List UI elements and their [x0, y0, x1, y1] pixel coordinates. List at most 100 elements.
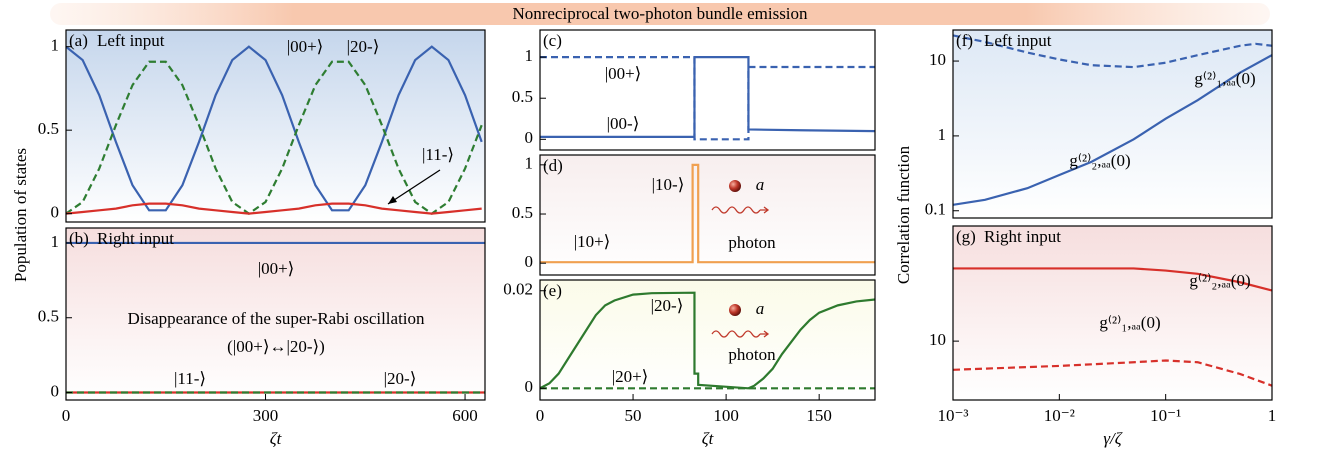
y-tick-label: 0 — [51, 381, 60, 400]
x-axis-label: ζt — [702, 429, 715, 448]
y-tick-label: 1 — [51, 36, 60, 55]
series-line — [66, 60, 483, 215]
panel-label: (b) — [69, 229, 89, 248]
x-tick-label: 100 — [713, 406, 739, 425]
title-banner — [50, 3, 1270, 25]
y-tick-label: 0 — [525, 377, 534, 396]
series-line — [540, 291, 875, 390]
annotation: |00-⟩ — [607, 114, 640, 133]
panel-frame — [539, 279, 876, 401]
plot-area — [540, 163, 875, 264]
panel-label: (g) — [956, 227, 976, 246]
panel-label: (a) — [69, 31, 88, 50]
y-tick-label: 1 — [51, 232, 60, 251]
annotation: |11-⟩ — [174, 369, 206, 388]
annotation: a — [756, 299, 765, 318]
panel-title: Right input — [984, 227, 1061, 246]
plot-area — [953, 267, 1272, 387]
annotation: |00+⟩ — [287, 37, 324, 56]
x-tick-label: 10⁻¹ — [1150, 406, 1181, 425]
y-tick-label: 0.02 — [503, 280, 533, 299]
panel: 0 0.5 1 (d) |10-⟩ |10+⟩ a photon — [512, 154, 876, 276]
panel-title: Left input — [984, 31, 1052, 50]
y-tick-label: 0.5 — [512, 203, 533, 222]
panel-frame — [539, 154, 876, 276]
photon-arrow — [760, 206, 770, 214]
y-tick-label: 0 — [525, 252, 534, 271]
annotation: (|00+⟩↔|20-⟩) — [227, 337, 325, 356]
series-line — [953, 267, 1272, 292]
panel: 0 0.5 1 (a) Left input Population of states |0… — [11, 29, 486, 282]
x-tick-label: 600 — [452, 406, 478, 425]
plot-area — [540, 56, 875, 141]
y-tick-label: 1 — [525, 154, 534, 173]
series-line — [953, 34, 1272, 69]
annotation: Disappearance of the super-Rabi oscillat… — [127, 309, 425, 328]
panel: 0 0.02 0 50 100 150 (e) ζt |20-⟩ |20+⟩ a photon — [503, 279, 876, 448]
panel-background — [540, 155, 875, 275]
x-tick-label: 10⁻³ — [937, 406, 968, 425]
x-tick-label: 0 — [62, 406, 71, 425]
y-tick-label: 10 — [929, 50, 946, 69]
annotation: |20-⟩ — [651, 296, 684, 315]
y-tick-label: 10 — [929, 330, 946, 349]
panel-frame — [952, 225, 1273, 401]
annotation: |00+⟩ — [258, 259, 295, 278]
panel-label: (c) — [543, 31, 562, 50]
y-tick-label: 0 — [525, 128, 534, 147]
annotation: |20+⟩ — [612, 367, 649, 386]
series-line — [66, 45, 483, 212]
annotation: photon — [728, 233, 776, 252]
x-tick-label: 150 — [806, 406, 832, 425]
plot-area — [953, 34, 1272, 206]
plot-area — [66, 241, 485, 394]
annotation: g⁽²⁾₁,ₐₐ(0) — [1194, 69, 1255, 88]
annotation: |10+⟩ — [574, 232, 611, 251]
annotation: a — [756, 175, 765, 194]
x-axis-label: γ/ζ — [1103, 429, 1122, 448]
arrow-head — [388, 196, 397, 204]
arrow — [387, 169, 441, 205]
panel-frame — [539, 29, 876, 151]
panel-frame — [65, 227, 486, 401]
y-tick-label: 0 — [51, 203, 60, 222]
annotation: g⁽²⁾₁,ₐₐ(0) — [1099, 313, 1160, 332]
annotation: g⁽²⁾₂,ₐₐ(0) — [1189, 271, 1250, 290]
figure-title: Nonreciprocal two-photon bundle emission — [512, 4, 808, 23]
annotation: |20-⟩ — [384, 369, 417, 388]
panel-background — [540, 280, 875, 400]
panel-label: (d) — [543, 156, 563, 175]
series-line — [66, 202, 482, 215]
panel: 10 10⁻³ 10⁻² 10⁻¹ 1 (g) Right input γ/ζ g⁽²⁾₂,ₐₐ… — [929, 225, 1276, 448]
plot-area — [540, 291, 875, 390]
panel-label: (f) — [956, 31, 973, 50]
y-tick-label: 1 — [525, 46, 534, 65]
panels: 0 0.5 1 (a) Left input Population of states |0… — [11, 29, 1276, 448]
panel-background — [66, 30, 485, 222]
photon-wave — [711, 330, 761, 338]
panel-background — [66, 228, 485, 400]
panel-label: (e) — [543, 281, 562, 300]
photon-icon — [729, 304, 741, 316]
photon-wave — [711, 206, 761, 214]
x-tick-label: 300 — [253, 406, 279, 425]
panel: 0.1 1 10 (f) Left input Correlation function g… — [894, 29, 1273, 284]
panel-background — [953, 30, 1272, 218]
annotation: |20-⟩ — [347, 37, 380, 56]
y-axis-label: Population of states — [11, 148, 30, 282]
y-tick-label: 0.1 — [925, 200, 946, 219]
panel-background — [540, 30, 875, 150]
y-tick-label: 1 — [938, 125, 947, 144]
panel: 0 0.5 1 0 300 600 (b) Right input ζt |00+⟩ Disappe… — [38, 227, 486, 448]
annotation: g⁽²⁾₂,ₐₐ(0) — [1069, 151, 1130, 170]
x-tick-label: 0 — [536, 406, 545, 425]
y-tick-label: 0.5 — [38, 307, 59, 326]
annotation: |00+⟩ — [605, 64, 642, 83]
panel-frame — [65, 29, 486, 223]
x-axis-label: ζt — [270, 429, 283, 448]
series-line — [953, 359, 1272, 387]
panel-background — [953, 226, 1272, 400]
y-tick-label: 0.5 — [38, 119, 59, 138]
photon-icon — [729, 180, 741, 192]
